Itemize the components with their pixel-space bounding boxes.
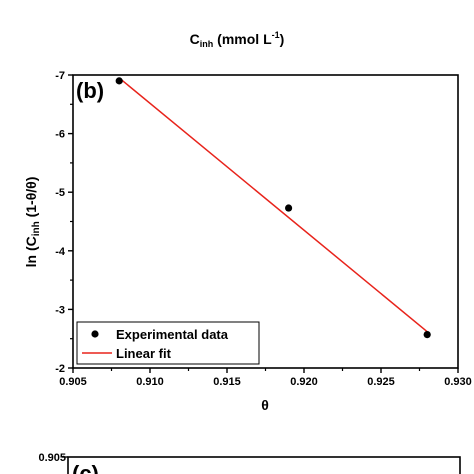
x-tick-label: 0.910 [136, 376, 164, 388]
y-axis-title-rest: (1-θ/θ) [23, 177, 39, 222]
y-tick-label: -4 [55, 246, 66, 258]
plot-frame-partial [67, 456, 461, 474]
linear-fit-line [118, 77, 428, 333]
x-tick-label: 0.930 [444, 376, 472, 388]
y-tick-label: -2 [55, 363, 65, 375]
x-tick-label: 0.905 [59, 376, 87, 388]
top-axis-title-sup: -1 [272, 30, 280, 40]
y-axis-title: ln (Cinh (1-θ/θ) [23, 177, 42, 268]
data-point [285, 204, 293, 212]
panel-b: (b) 0.905 0.910 0.915 0.920 0.925 0.930 -2-3-… [23, 70, 472, 413]
top-axis-title-unit: (mmol L [213, 31, 272, 47]
y-axis-title-main: ln (C [23, 236, 39, 267]
y-tick-label: 0.905 [38, 452, 66, 464]
y-tick-label: -3 [55, 304, 65, 316]
y-tick-label: -7 [55, 70, 65, 82]
panel-label: (b) [76, 78, 104, 103]
top-axis-title: Cinh (mmol L-1) [190, 30, 285, 49]
y-tick-label: -5 [55, 187, 65, 199]
legend-marker-experimental [91, 330, 99, 338]
legend: Experimental data Linear fit [76, 321, 260, 365]
panel-c: 0.905 (c) [38, 452, 461, 474]
legend-box [76, 321, 260, 365]
x-tick-label: 0.915 [213, 376, 241, 388]
top-axis-title-sub: inh [200, 39, 214, 49]
y-axis-title-sub: inh [31, 221, 42, 236]
x-tick-label: 0.920 [290, 376, 318, 388]
top-axis-title-close: ) [280, 31, 285, 47]
y-tick-label: -6 [55, 129, 65, 141]
data-point [423, 330, 431, 339]
y-axis-ticks: -2 -3 -4 -5 -6 -7 [55, 70, 73, 375]
legend-label-experimental: Experimental data [116, 327, 229, 342]
top-axis-title-main: C [190, 31, 200, 47]
x-tick-label: 0.925 [367, 376, 395, 388]
series-layer [115, 77, 431, 339]
x-axis-ticks: 0.905 0.910 0.915 0.920 0.925 0.930 [59, 368, 472, 388]
x-axis-title: θ [261, 397, 269, 413]
legend-label-linear-fit: Linear fit [116, 346, 172, 361]
data-point [115, 77, 123, 85]
panel-label: (c) [72, 461, 99, 474]
